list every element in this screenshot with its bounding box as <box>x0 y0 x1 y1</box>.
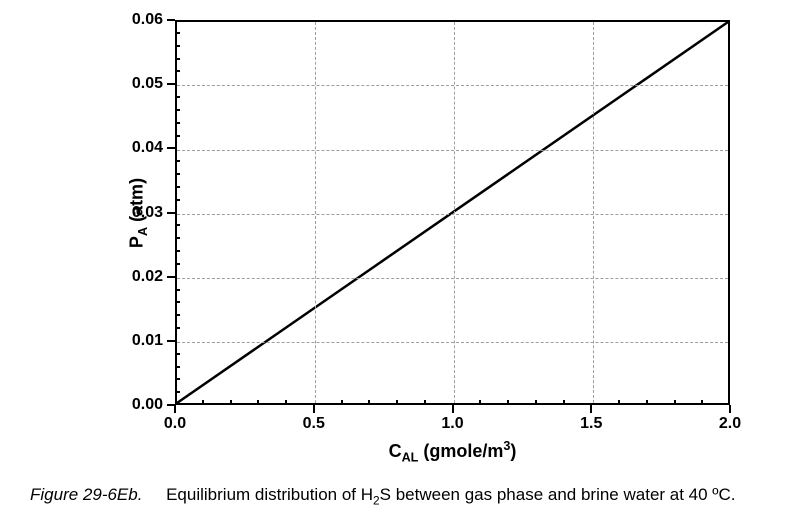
y-minor-tick <box>175 224 180 226</box>
y-minor-tick <box>175 301 180 303</box>
y-tick-label: 0.02 <box>132 268 163 286</box>
y-minor-tick <box>175 45 180 47</box>
x-tick-label: 0.5 <box>303 415 325 433</box>
x-minor-tick <box>257 400 259 405</box>
gridline-horizontal <box>177 150 728 151</box>
x-minor-tick <box>202 400 204 405</box>
x-minor-tick <box>341 400 343 405</box>
y-tick-label: 0.00 <box>132 396 163 414</box>
y-minor-tick <box>175 109 180 111</box>
y-minor-tick <box>175 199 180 201</box>
x-tick <box>313 405 315 413</box>
x-minor-tick <box>563 400 565 405</box>
x-tick <box>729 405 731 413</box>
y-minor-tick <box>175 122 180 124</box>
x-minor-tick <box>646 400 648 405</box>
figure-caption: Figure 29-6Eb. Equilibrium distribution … <box>30 485 736 507</box>
plot-area <box>175 20 730 405</box>
y-minor-tick <box>175 173 180 175</box>
y-axis-label: PA (atm) <box>126 177 150 247</box>
data-series <box>177 22 728 403</box>
y-tick <box>167 147 175 149</box>
y-minor-tick <box>175 378 180 380</box>
x-tick <box>590 405 592 413</box>
x-minor-tick <box>230 400 232 405</box>
caption-spacer <box>147 485 161 504</box>
x-axis-label: CAL (gmole/m3) <box>389 439 517 465</box>
y-tick <box>167 404 175 406</box>
x-tick-label: 1.5 <box>580 415 602 433</box>
y-minor-tick <box>175 263 180 265</box>
y-tick <box>167 276 175 278</box>
y-tick <box>167 340 175 342</box>
y-minor-tick <box>175 135 180 137</box>
gridline-horizontal <box>177 342 728 343</box>
x-minor-tick <box>424 400 426 405</box>
x-minor-tick <box>285 400 287 405</box>
x-minor-tick <box>368 400 370 405</box>
gridline-vertical <box>454 22 455 403</box>
gridline-vertical <box>315 22 316 403</box>
x-minor-tick <box>618 400 620 405</box>
x-tick <box>452 405 454 413</box>
y-tick-label: 0.05 <box>132 75 163 93</box>
y-minor-tick <box>175 32 180 34</box>
x-minor-tick <box>396 400 398 405</box>
x-minor-tick <box>674 400 676 405</box>
y-tick-label: 0.06 <box>132 11 163 29</box>
y-tick <box>167 83 175 85</box>
y-minor-tick <box>175 70 180 72</box>
y-minor-tick <box>175 186 180 188</box>
x-minor-tick <box>535 400 537 405</box>
x-tick-label: 0.0 <box>164 415 186 433</box>
x-tick <box>174 405 176 413</box>
x-tick-label: 2.0 <box>719 415 741 433</box>
x-minor-tick <box>701 400 703 405</box>
caption-text: Equilibrium distribution of H2S between … <box>166 485 735 504</box>
y-minor-tick <box>175 250 180 252</box>
y-tick <box>167 19 175 21</box>
y-minor-tick <box>175 353 180 355</box>
gridline-horizontal <box>177 214 728 215</box>
gridline-horizontal <box>177 278 728 279</box>
y-minor-tick <box>175 237 180 239</box>
y-minor-tick <box>175 58 180 60</box>
x-minor-tick <box>507 400 509 405</box>
y-minor-tick <box>175 314 180 316</box>
figure: CAL (gmole/m3) Figure 29-6Eb. Equilibriu… <box>0 0 800 530</box>
y-minor-tick <box>175 391 180 393</box>
y-tick-label: 0.01 <box>132 332 163 350</box>
y-minor-tick <box>175 289 180 291</box>
x-minor-tick <box>479 400 481 405</box>
gridline-vertical <box>593 22 594 403</box>
gridline-horizontal <box>177 85 728 86</box>
y-minor-tick <box>175 327 180 329</box>
y-minor-tick <box>175 366 180 368</box>
figure-number: Figure 29-6Eb. <box>30 485 142 504</box>
y-tick-label: 0.04 <box>132 139 163 157</box>
x-tick-label: 1.0 <box>441 415 463 433</box>
y-minor-tick <box>175 96 180 98</box>
y-minor-tick <box>175 160 180 162</box>
